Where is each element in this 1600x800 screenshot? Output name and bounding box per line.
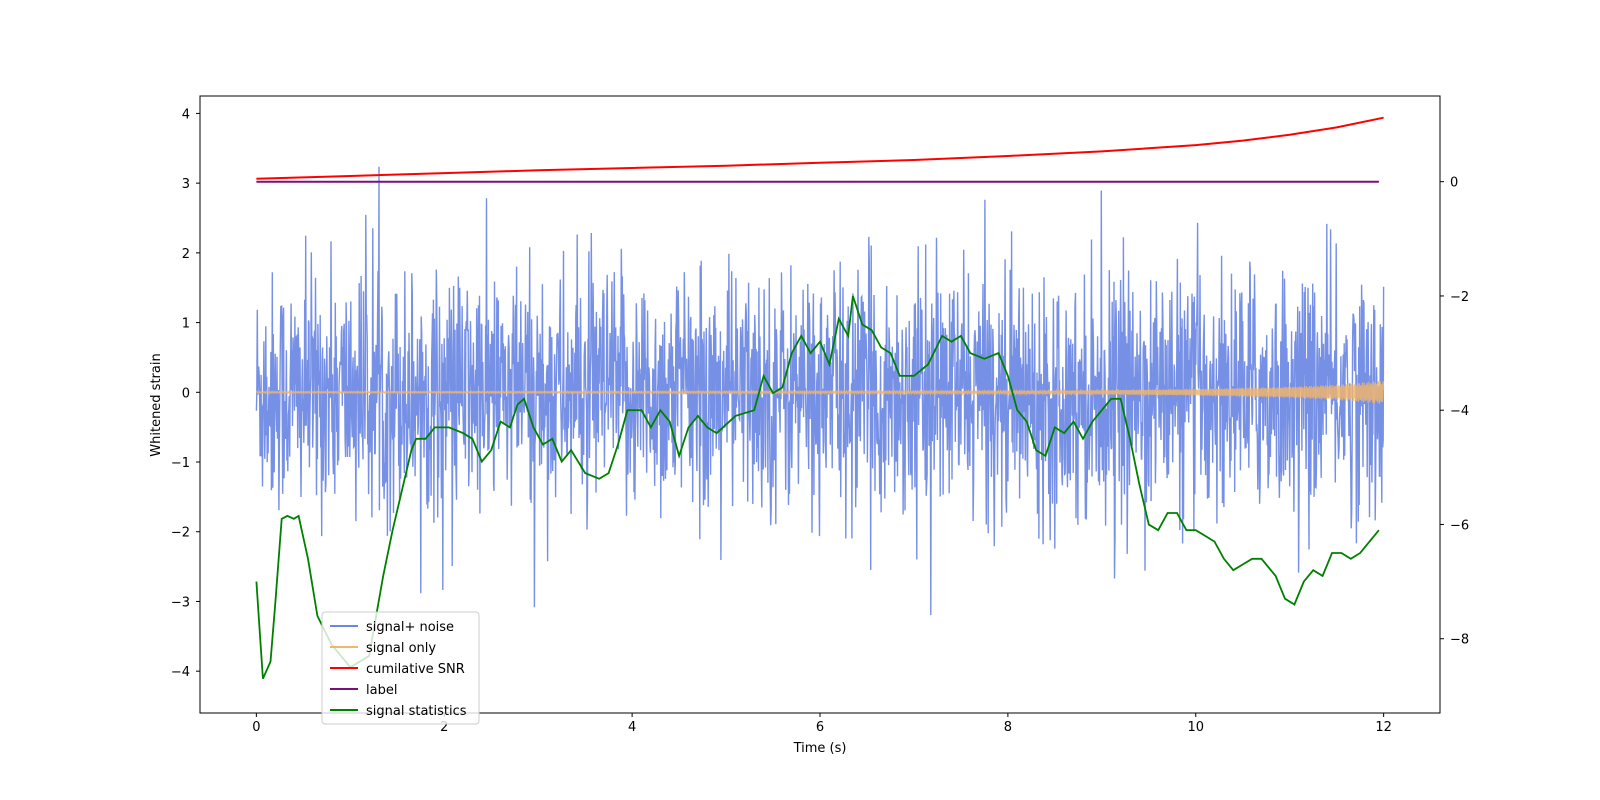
x-tick-label: 4 [628,720,636,735]
legend-label: signal only [366,641,436,656]
y-axis-label: Whitened strain [149,353,164,456]
y-right-tick-label: −8 [1450,633,1469,648]
y-left-tick-label: −2 [171,526,190,541]
legend-label: cumilative SNR [366,662,465,677]
y-left-tick-label: 4 [182,107,190,122]
y-right-tick-label: −4 [1450,404,1469,419]
x-tick-label: 12 [1375,720,1392,735]
y-right-tick-label: −2 [1450,290,1469,305]
series-signal-only-line [255,381,1385,404]
y-left-tick-label: −1 [171,456,190,471]
y-left-tick-label: 1 [182,317,190,332]
series-cumilative-snr-line [256,116,1384,180]
x-axis-label: Time (s) [793,741,847,756]
y-right-tick-label: −6 [1450,518,1469,533]
y-left-tick-label: −3 [171,595,190,610]
legend-label: signal+ noise [366,620,454,635]
x-tick-label: 0 [252,720,260,735]
y-right-tick-label: 0 [1450,176,1458,191]
y-left-tick-label: 2 [182,247,190,262]
legend: signal+ noise signal only cumilative SNR la… [321,611,480,725]
legend-label: label [366,683,397,698]
series-signal-noise-line [255,166,1385,616]
series-signal-statistics-line [255,295,1380,680]
x-tick-label: 6 [816,720,824,735]
y-left-tick-label: 3 [182,177,190,192]
x-tick-label: 10 [1187,720,1204,735]
y-left-tick-label: −4 [171,665,190,680]
legend-box [321,611,480,725]
x-tick-label: 8 [1004,720,1012,735]
legend-label: signal statistics [366,704,467,719]
plot-area [255,116,1385,680]
y-left-tick-label: 0 [182,386,190,401]
x-tick-label: 2 [440,720,448,735]
